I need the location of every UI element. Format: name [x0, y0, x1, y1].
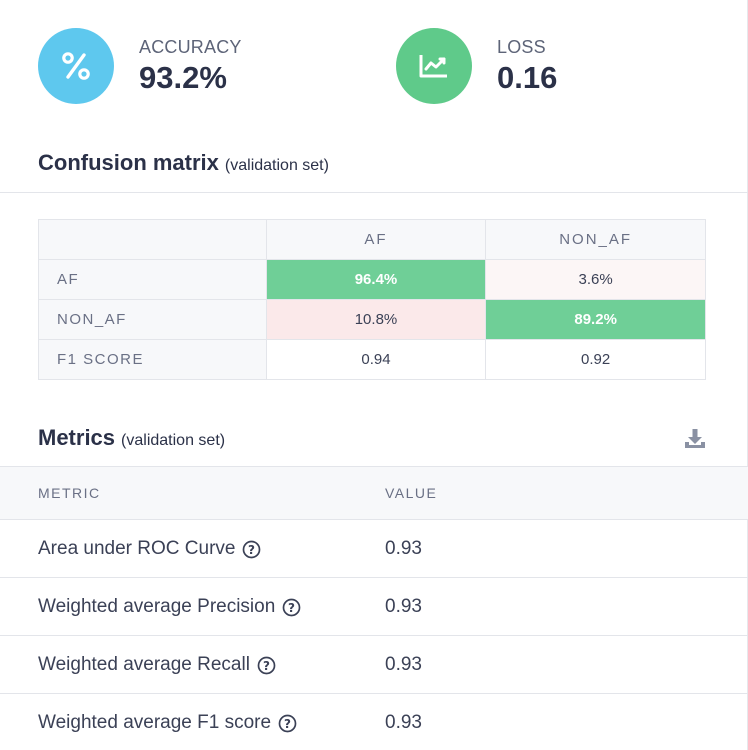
metric-column-header: METRIC	[38, 485, 101, 501]
confusion-matrix-title: Confusion matrix	[38, 150, 219, 175]
confusion-matrix-heading: Confusion matrix (validation set)	[38, 150, 329, 176]
metrics-table-header: METRIC VALUE	[0, 466, 748, 520]
metrics-row: Weighted average Precision ? 0.93	[0, 578, 748, 636]
metric-value: 0.93	[385, 538, 422, 559]
confusion-row-header: NON_AF	[38, 299, 267, 340]
f1-score-cell: 0.94	[265, 339, 487, 380]
confusion-matrix-table: AF NON_AF AF 96.4% 3.6% NON_AF 10.8% 89.…	[38, 219, 706, 380]
confusion-matrix-subtitle: (validation set)	[224, 157, 329, 174]
confusion-cell: 3.6%	[485, 259, 706, 300]
metric-value: 0.93	[385, 654, 422, 675]
confusion-row-header: AF	[38, 259, 267, 300]
metrics-subtitle: (validation set)	[121, 432, 226, 449]
download-icon[interactable]	[683, 427, 707, 451]
metrics-row: Weighted average F1 score ? 0.93	[0, 694, 748, 750]
percent-icon	[38, 28, 114, 104]
confusion-col-header: AF	[265, 219, 487, 260]
value-column-header: VALUE	[385, 485, 438, 501]
confusion-cell: 10.8%	[265, 299, 487, 340]
metrics-title: Metrics	[38, 425, 116, 450]
accuracy-label: ACCURACY	[139, 36, 242, 57]
confusion-corner-cell	[38, 219, 267, 260]
f1-score-cell: 0.92	[485, 339, 706, 380]
metric-name: Weighted average Precision	[38, 596, 276, 617]
svg-text:?: ?	[288, 601, 295, 615]
confusion-col-header: NON_AF	[485, 219, 706, 260]
metric-value: 0.93	[385, 596, 422, 617]
help-icon[interactable]: ?	[242, 540, 261, 559]
section-divider	[0, 192, 748, 193]
loss-label: LOSS	[497, 36, 546, 57]
metric-name: Weighted average Recall	[38, 654, 250, 675]
loss-value: 0.16	[497, 59, 558, 95]
metric-name: Area under ROC Curve	[38, 538, 236, 559]
confusion-row-header: F1 SCORE	[38, 339, 267, 380]
metric-value: 0.93	[385, 712, 422, 733]
accuracy-stat: ACCURACY 93.2%	[38, 28, 242, 104]
line-chart-icon	[396, 28, 472, 104]
help-icon[interactable]: ?	[257, 656, 276, 675]
svg-text:?: ?	[248, 543, 255, 557]
svg-text:?: ?	[263, 659, 270, 673]
confusion-row: NON_AF 10.8% 89.2%	[38, 299, 706, 340]
metrics-heading: Metrics (validation set)	[38, 425, 225, 451]
help-icon[interactable]: ?	[282, 598, 301, 617]
f1-score-row: F1 SCORE 0.94 0.92	[38, 339, 706, 380]
confusion-row: AF 96.4% 3.6%	[38, 259, 706, 300]
confusion-cell: 96.4%	[265, 259, 487, 300]
help-icon[interactable]: ?	[278, 714, 297, 733]
confusion-cell: 89.2%	[485, 299, 706, 340]
confusion-header-row: AF NON_AF	[38, 219, 706, 260]
svg-text:?: ?	[284, 717, 291, 731]
metrics-row: Area under ROC Curve ? 0.93	[0, 520, 748, 578]
metric-name: Weighted average F1 score	[38, 712, 272, 733]
loss-stat: LOSS 0.16	[396, 28, 557, 104]
metrics-row: Weighted average Recall ? 0.93	[0, 636, 748, 694]
accuracy-value: 93.2%	[139, 59, 227, 95]
